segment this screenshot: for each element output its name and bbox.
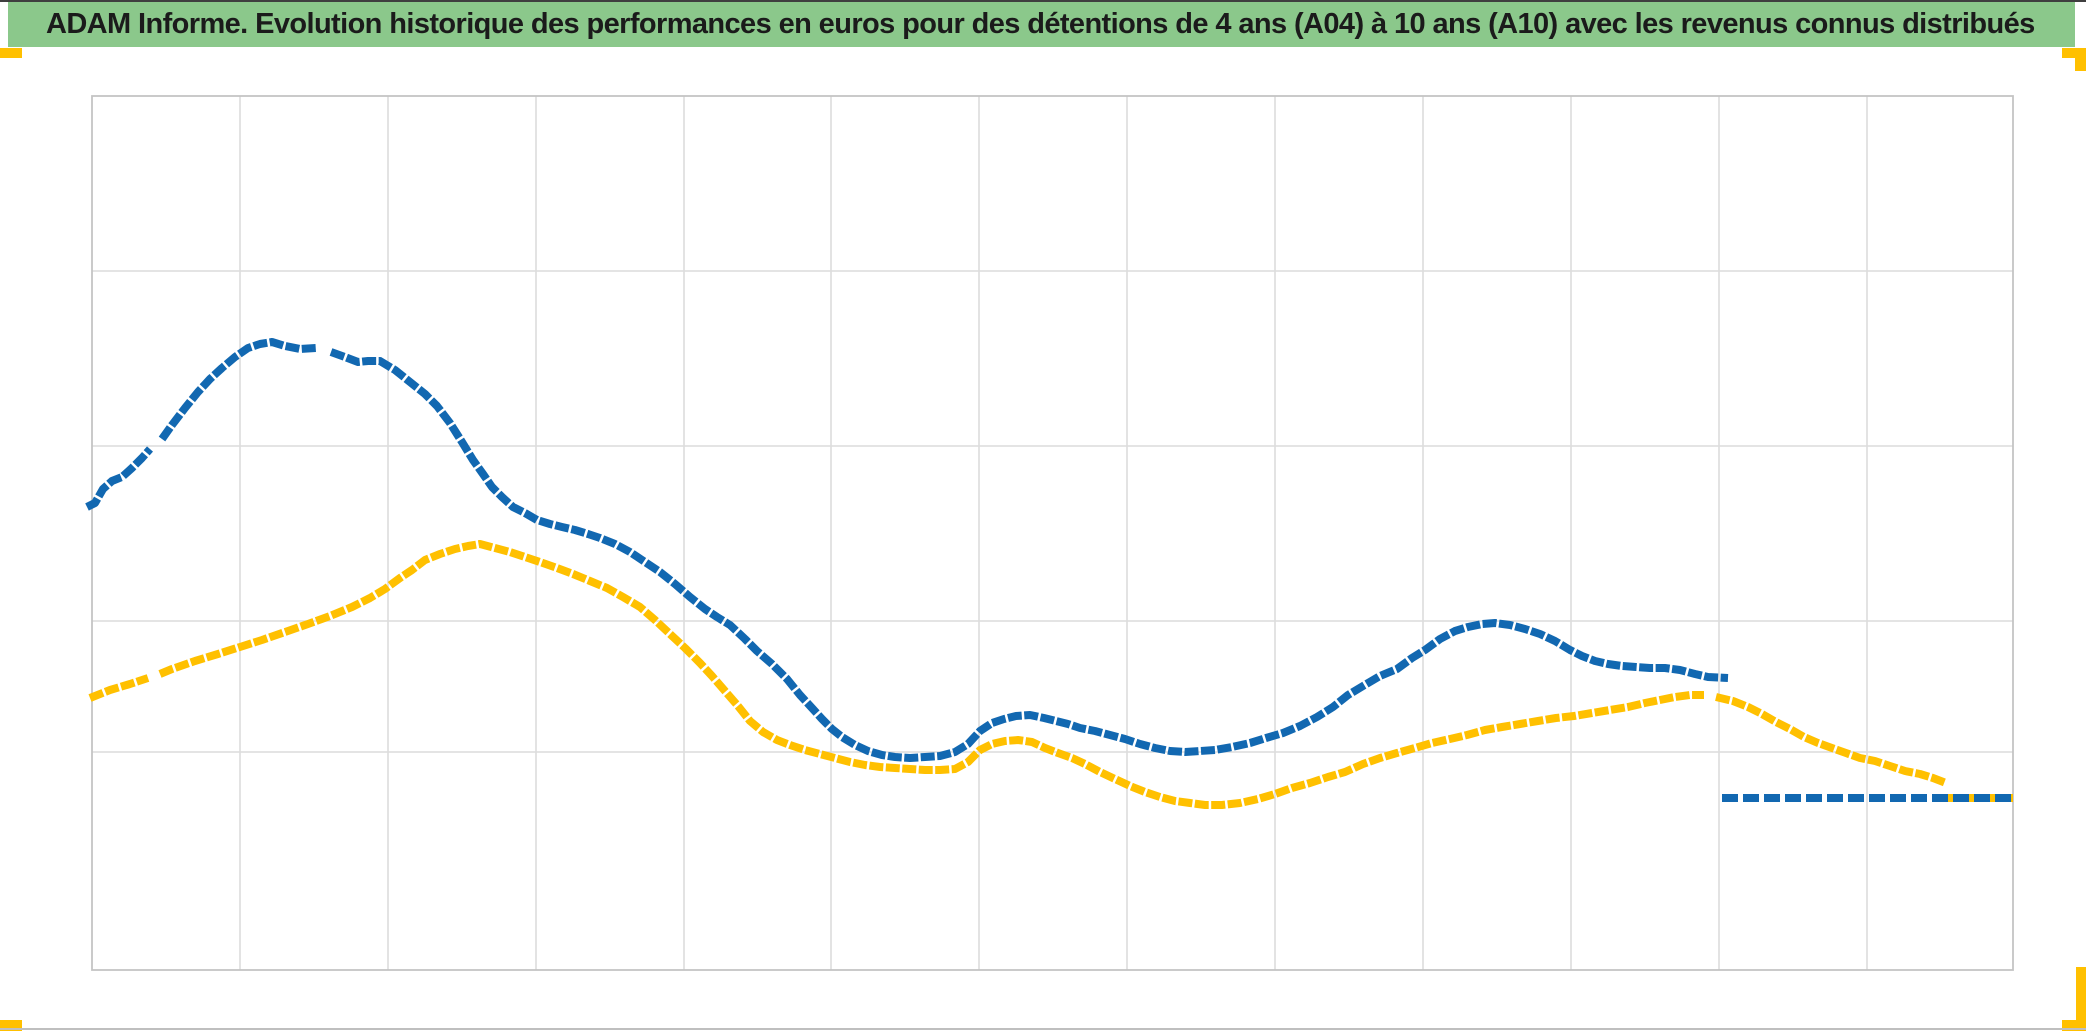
corner-accent-top-right-vertical — [2075, 48, 2086, 71]
series-gold-series — [1715, 693, 1948, 787]
chart-title-text: ADAM Informe. Evolution historique des p… — [46, 8, 2035, 40]
corner-accent-bottom-right-vertical — [2076, 967, 2086, 1031]
series-gold-series — [88, 674, 150, 702]
series-gold-series — [158, 540, 1704, 809]
chart-title-banner: ADAM Informe. Evolution historique des p… — [8, 2, 2075, 47]
corner-accent-top-left — [0, 48, 22, 58]
plot-background — [92, 96, 2013, 970]
bottom-rule — [0, 1028, 2086, 1030]
window-top-edge — [0, 0, 2086, 2]
series-blue-series — [158, 338, 317, 442]
corner-accent-bottom-left — [0, 1020, 22, 1031]
corner-accent-top-right-horizontal — [2062, 48, 2086, 58]
plot-border — [91, 95, 2014, 971]
series-blue-series — [85, 446, 153, 511]
series-blue-series — [329, 348, 1729, 762]
corner-accent-bottom-right-horizontal — [2062, 1020, 2086, 1031]
